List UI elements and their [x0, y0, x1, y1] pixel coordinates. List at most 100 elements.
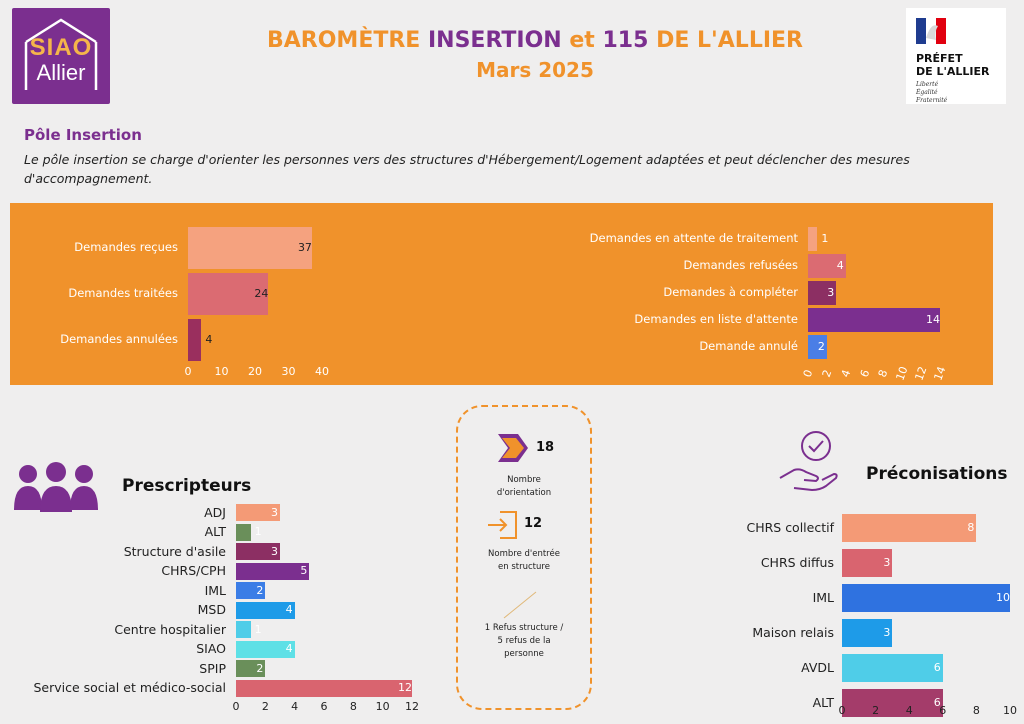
motto-liberte: Liberté — [916, 81, 939, 88]
bar-demandes-recues — [188, 227, 312, 269]
title-part-5: DE L'ALLIER — [648, 28, 804, 53]
chart-prescripteurs: ADJ 3 ALT 1 Structure d'asile 3 CHRS/CPH 5 IML 2 M… — [0, 500, 440, 720]
preconisations-title: Préconisations — [866, 464, 1008, 484]
motto-fraternite: Fraternité — [916, 97, 948, 104]
value-label-iml: 10 — [996, 591, 1010, 604]
category-label-maison-relais: Maison relais — [752, 625, 834, 640]
entree-label: Nombre d'entrée en structure — [470, 548, 578, 574]
value-label-chrs-diffus: 3 — [883, 556, 891, 569]
tick-label-10: 10 — [893, 364, 911, 383]
bar-demandes-en-liste-d-attente — [808, 308, 940, 332]
bar-alt — [842, 689, 943, 717]
orientation-count: 18 — [536, 440, 555, 455]
tick-label-6: 6 — [939, 704, 947, 717]
category-label-service-social-et-medico-social: Service social et médico-social — [33, 680, 226, 695]
category-label-centre-hospitalier: Centre hospitalier — [114, 621, 226, 637]
bar-chrs-cph — [236, 562, 310, 580]
refus-line-1: 1 Refus structure / — [484, 623, 564, 633]
bar-demandes-refusees — [808, 254, 846, 278]
bar-iml — [236, 582, 266, 599]
category-label-alt: ALT — [204, 524, 226, 539]
value-label-demandes-traitees: 24 — [254, 287, 269, 300]
entree-label-1: Nombre d'entrée — [488, 549, 560, 559]
tick-label-12: 12 — [912, 364, 930, 383]
tick-label-4: 4 — [291, 700, 299, 713]
tick-label-12: 12 — [405, 700, 419, 713]
orientation-label: Nombre d'orientation — [470, 474, 578, 500]
bar-msd — [236, 601, 295, 619]
value-label-chrs-collectif: 8 — [967, 521, 975, 534]
bar-iml — [842, 584, 1010, 612]
category-label-demandes-en-liste-d-attente: Demandes en liste d'attente — [634, 312, 798, 326]
house-outline-icon — [24, 18, 98, 90]
prefet-line-1: PRÉFET — [916, 52, 963, 65]
category-label-demandes-refusees: Demandes refusées — [683, 258, 798, 272]
category-label-demandes-recues: Demandes reçues — [74, 240, 178, 254]
tick-label-4: 4 — [905, 704, 913, 717]
category-label-demandes-annulees: Demandes annulées — [60, 332, 178, 346]
bar-structure-d-asile — [236, 543, 280, 560]
category-label-demandes-a-completer: Demandes à compléter — [663, 285, 798, 299]
value-label-demandes-en-attente-de-traitement: 1 — [821, 232, 829, 245]
value-label-chrs-cph: 5 — [300, 564, 308, 577]
tick-label-0: 0 — [232, 700, 240, 713]
category-label-chrs-cph: CHRS/CPH — [161, 563, 226, 578]
value-label-centre-hospitalier: 1 — [254, 622, 262, 636]
category-label-alt: ALT — [812, 695, 834, 710]
bar-demandes-annulees — [188, 319, 202, 361]
section-description: Le pôle insertion se charge d'orienter l… — [24, 152, 910, 186]
value-label-demandes-en-liste-d-attente: 14 — [926, 313, 940, 326]
tick-label-20: 20 — [248, 365, 262, 378]
orientation-arrow-icon — [498, 434, 528, 462]
orientation-label-1: Nombre — [507, 475, 541, 485]
value-label-alt: 6 — [933, 696, 941, 709]
bar-chrs-collectif — [842, 514, 977, 542]
value-label-siao: 4 — [285, 642, 293, 655]
value-label-structure-d-asile: 3 — [271, 544, 278, 558]
section-title-pole: Pôle Insertion — [24, 126, 142, 144]
tick-label-4: 4 — [838, 367, 854, 380]
bar-adj — [236, 504, 280, 521]
chart-preconisations: CHRS collectif 8 CHRS diffus 3 IML 10 Maison r… — [700, 500, 1024, 722]
category-label-msd: MSD — [197, 602, 226, 617]
value-label-avdl: 6 — [933, 661, 941, 674]
bar-chrs-diffus — [842, 549, 893, 577]
tick-label-10: 10 — [214, 365, 229, 378]
chart-attente: Demandes en attente de traitement 1 Demand… — [500, 203, 993, 385]
category-label-siao: SIAO — [196, 641, 226, 656]
bar-demandes-traitees — [188, 273, 269, 315]
tick-label-8: 8 — [876, 367, 891, 380]
category-label-chrs-diffus: CHRS diffus — [760, 555, 834, 570]
bar-spip — [236, 660, 266, 677]
people-group-icon — [14, 462, 98, 512]
tick-label-0: 0 — [838, 704, 846, 717]
orientation-label-2: d'orientation — [496, 488, 552, 498]
refus-label: 1 Refus structure / 5 refus de la person… — [470, 622, 578, 661]
tick-label-2: 2 — [261, 700, 269, 713]
value-label-service-social-et-medico-social: 12 — [398, 681, 412, 694]
tick-label-14: 14 — [931, 364, 949, 383]
category-label-structure-d-asile: Structure d'asile — [123, 543, 226, 559]
entree-label-2: en structure — [498, 562, 550, 572]
title-part-2: INSERTION — [427, 28, 562, 53]
value-label-demande-annule: 2 — [817, 340, 825, 353]
category-label-iml: IML — [812, 590, 834, 605]
value-label-msd: 4 — [285, 603, 293, 616]
bar-siao — [236, 640, 295, 658]
tick-label-40: 40 — [315, 365, 329, 378]
category-label-adj: ADJ — [204, 504, 226, 520]
entry-door-icon — [488, 511, 517, 539]
siao-logo: SIAO Allier — [12, 8, 110, 104]
bar-avdl — [842, 654, 943, 682]
refus-line-2: 5 refus de la — [497, 636, 551, 646]
tick-label-10: 10 — [1003, 704, 1017, 717]
page-subtitle: Mars 2025 — [476, 58, 594, 82]
title-part-4: 115 — [602, 28, 649, 53]
tick-label-2: 2 — [819, 367, 835, 380]
motto-egalite: Égalité — [916, 89, 938, 96]
prescripteurs-title: Prescripteurs — [122, 476, 252, 496]
tick-label-6: 6 — [320, 700, 328, 713]
bar-centre-hospitalier — [236, 621, 251, 638]
category-label-chrs-collectif: CHRS collectif — [746, 520, 834, 535]
divider-slash — [503, 591, 537, 619]
